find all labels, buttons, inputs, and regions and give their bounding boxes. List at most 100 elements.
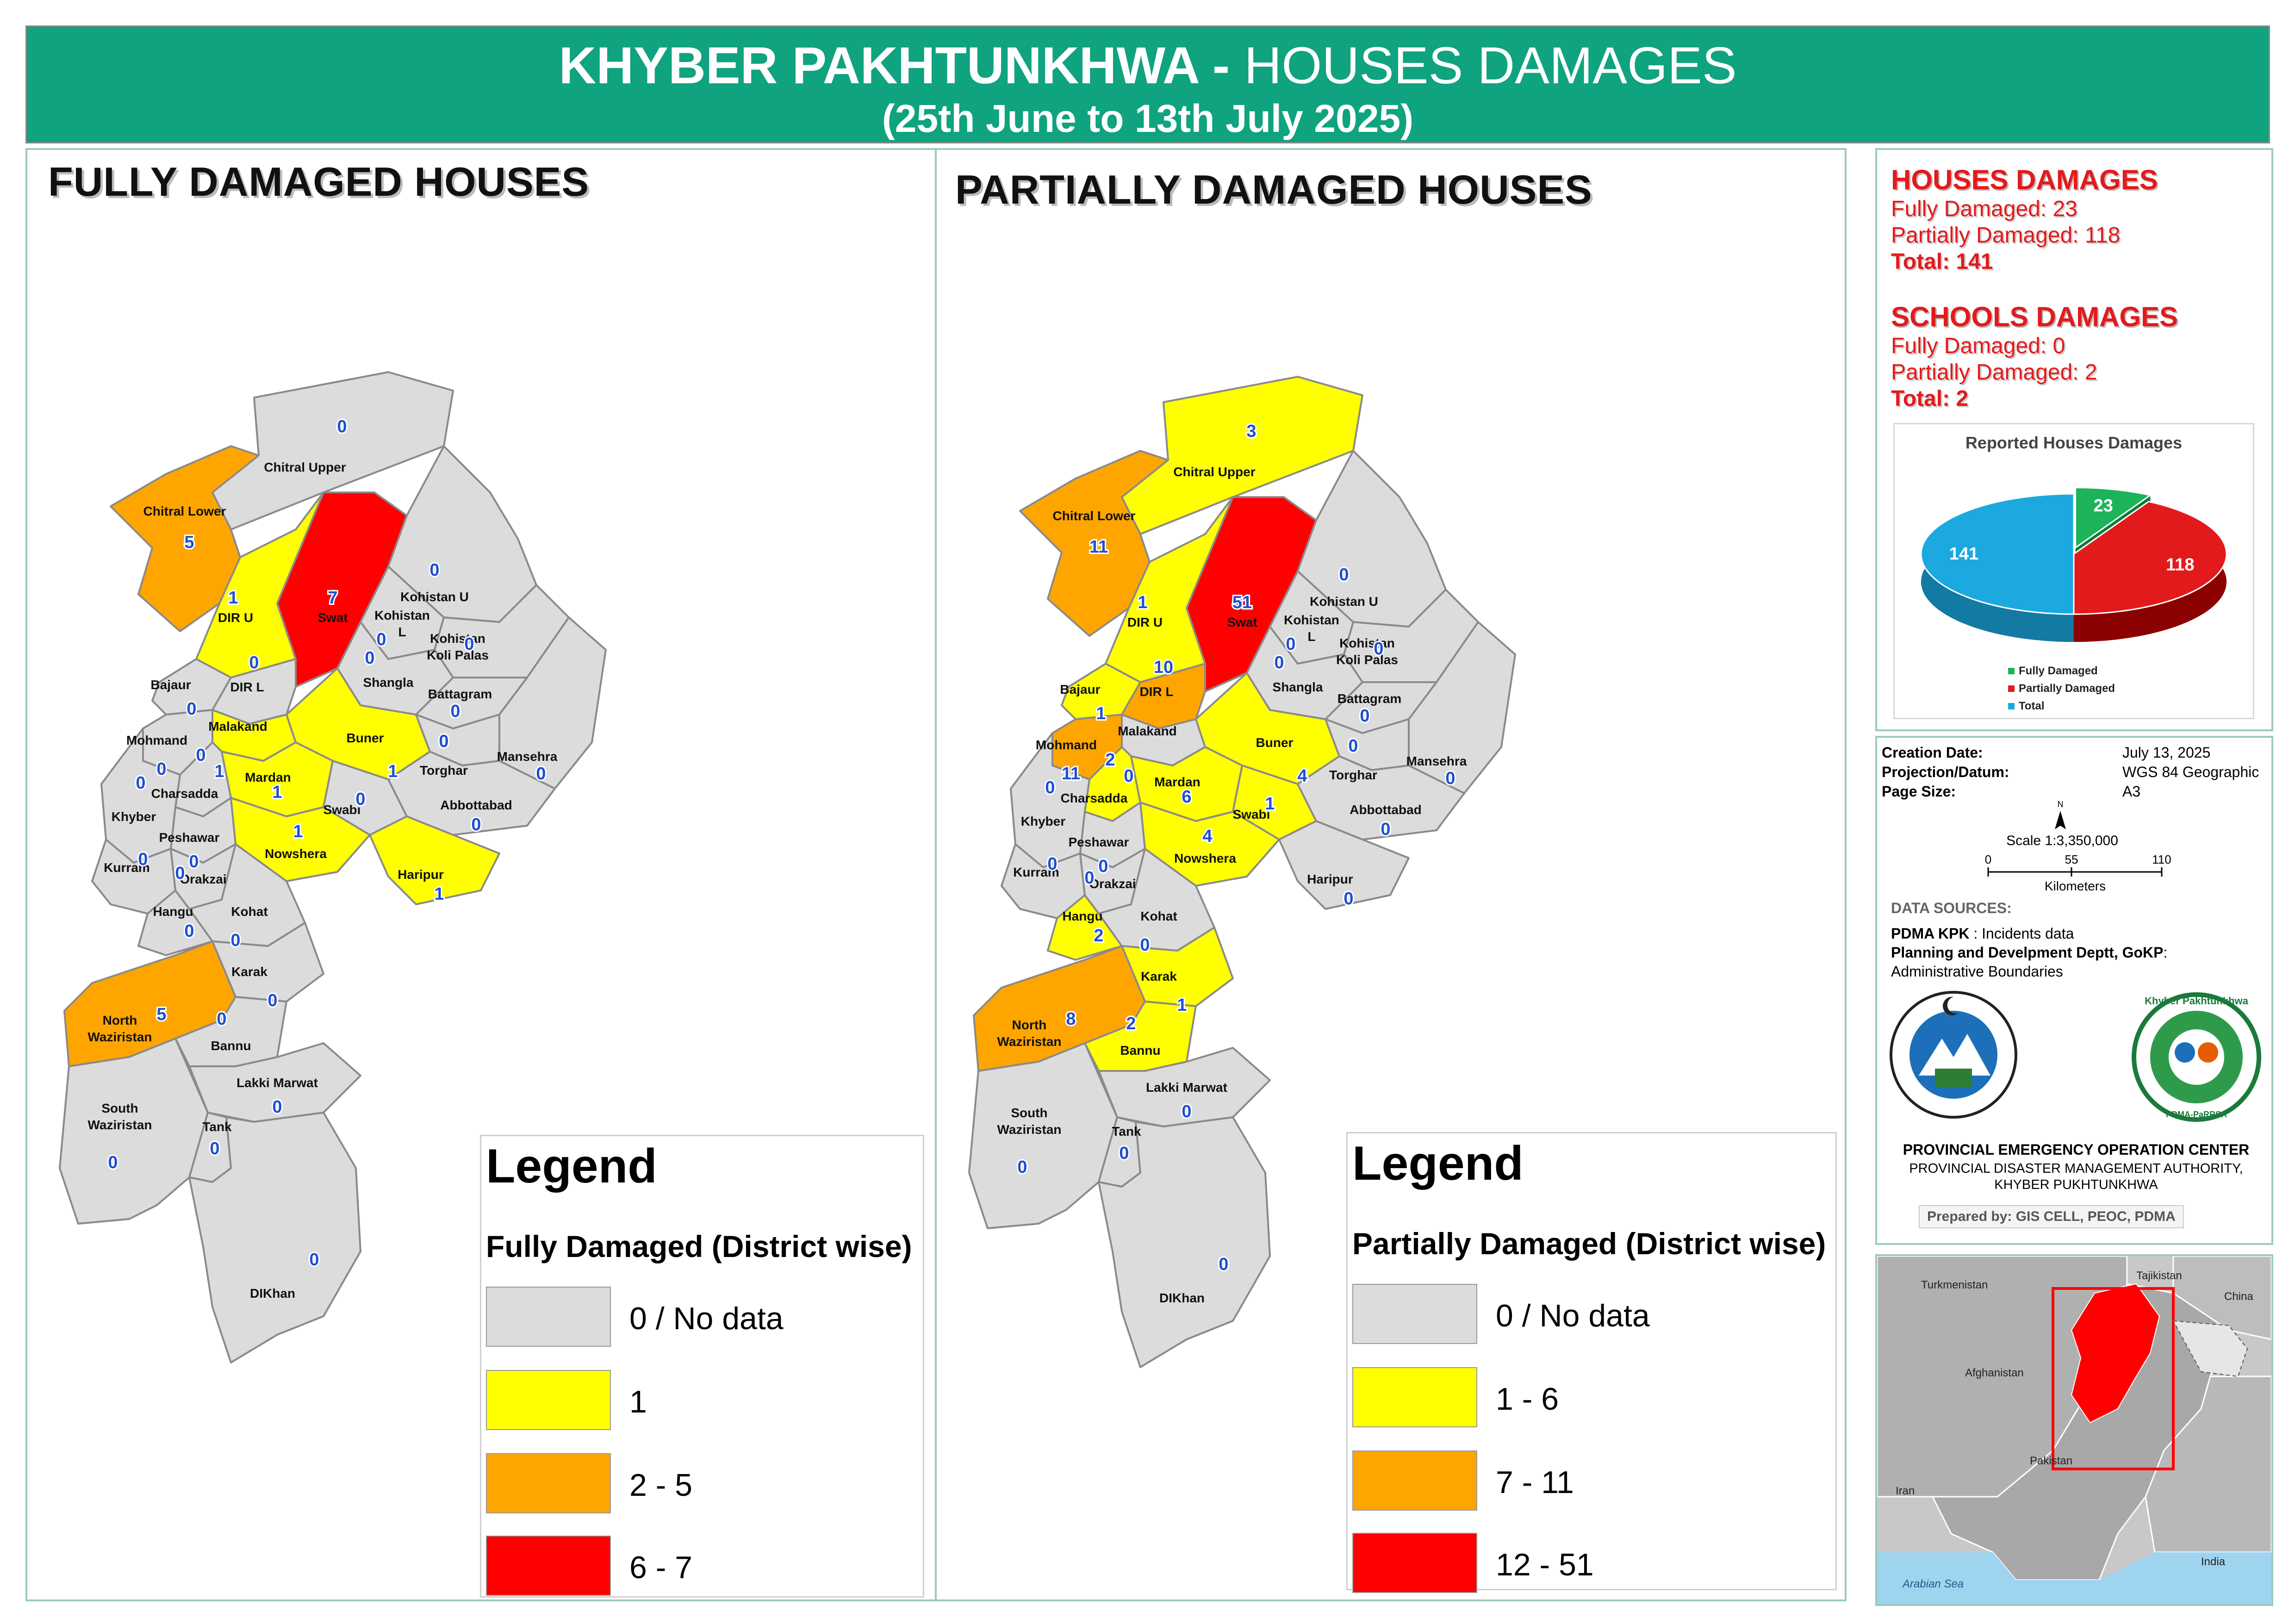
page-size-label: Page Size: — [1882, 783, 1956, 800]
inset-label-tajikistan: Tajikistan — [2136, 1269, 2182, 1282]
inset-label-arabian-sea: Arabian Sea — [1902, 1578, 1964, 1590]
district-label-buner: Buner — [1256, 735, 1294, 750]
creation-value: July 13, 2025 — [2122, 744, 2211, 761]
district-value-torghar: 0 — [1348, 736, 1358, 756]
district-value-lakki-marwat: 0 — [272, 1097, 282, 1117]
logos: Khyber Pakhtunkhwa PDMA-PaRRSA — [1890, 991, 2261, 1122]
district-value-nowshera: 4 — [1202, 827, 1212, 846]
schools-total: Total: 2 — [1891, 386, 1969, 411]
scale-bar: N Scale 1:3,350,000 0 55 110 Kilometers — [1985, 800, 2171, 893]
district-value-abbottabad: 0 — [1381, 820, 1390, 839]
district-value-buner: 4 — [1297, 766, 1307, 786]
district-label-south-waziristan: Waziristan — [997, 1122, 1062, 1137]
partial-legend: Legend Partially Damaged (District wise)… — [1346, 1132, 1837, 1593]
district-label-kohistan-u: Kohistan U — [400, 590, 469, 604]
district-label-kohistan-koli-palas: Kohistan — [430, 631, 485, 646]
district-label-chitral-lower: Chitral Lower — [1053, 509, 1136, 523]
legend-label-0: 0 / No data — [1496, 1298, 1650, 1333]
scale-text: Scale 1:3,350,000 — [2006, 833, 2118, 848]
legend-title: Legend — [1352, 1137, 1524, 1190]
district-label-swat: Swat — [1227, 615, 1257, 629]
schools-fully: Fully Damaged: 0 — [1891, 334, 2065, 358]
district-label-karak: Karak — [231, 964, 267, 979]
pie-slice-partially-damaged — [2073, 501, 2227, 615]
district-label-south-waziristan: South — [1011, 1106, 1047, 1120]
district-value-mansehra: 0 — [536, 764, 546, 784]
pie-slice-fully-damaged — [2075, 486, 2152, 549]
district-label-kohistan-koli-palas: Koli Palas — [427, 648, 489, 662]
district-value-swat: 51 — [1232, 593, 1252, 612]
district-dikhan — [188, 1112, 361, 1363]
district-label-swabi: Swabi — [1233, 807, 1270, 821]
district-value-haripur: 0 — [1343, 889, 1353, 908]
district-label-torghar: Torghar — [1329, 768, 1377, 782]
partial-map-title: PARTIALLY DAMAGED HOUSES — [955, 167, 1592, 212]
north-arrow-icon — [2055, 811, 2066, 829]
district-label-kohistan-l: L — [398, 625, 406, 639]
legend-swatch-3 — [1352, 1533, 1477, 1593]
svg-text:PDMA-PaRRSA: PDMA-PaRRSA — [2166, 1110, 2227, 1119]
district-label-mardan: Mardan — [245, 770, 291, 784]
legend-swatch-1 — [486, 1370, 611, 1430]
legend-label-2: 2 - 5 — [629, 1468, 693, 1503]
district-label-kohat: Kohat — [231, 904, 267, 919]
district-value-shangla: 0 — [1274, 653, 1284, 672]
source-1-desc: : Incidents data — [1969, 925, 2074, 942]
district-value-haripur: 1 — [434, 884, 444, 904]
district-label-khyber: Khyber — [112, 809, 156, 824]
district-label-north-waziristan: North — [103, 1013, 137, 1027]
inset-label-pakistan: Pakistan — [2030, 1455, 2072, 1467]
houses-damages-heading: HOUSES DAMAGES — [1891, 164, 2158, 195]
district-label-bannu: Bannu — [211, 1039, 251, 1053]
government-seal-logo — [1890, 991, 2017, 1119]
projection-label: Projection/Datum: — [1882, 764, 2009, 780]
district-value-khyber: 0 — [1045, 778, 1055, 797]
district-value-dir-u: 1 — [1138, 593, 1147, 612]
district-value-khyber: 0 — [136, 773, 145, 793]
projection-value: WGS 84 Geographic — [2122, 764, 2259, 780]
data-sources-heading: DATA SOURCES: — [1891, 900, 2012, 916]
schools-damages-heading: SCHOOLS DAMAGES — [1891, 301, 2178, 332]
svg-text:Khyber Pakhtunkhwa: Khyber Pakhtunkhwa — [2145, 995, 2248, 1007]
district-value-hangu: 2 — [1094, 926, 1103, 946]
district-label-mansehra: Mansehra — [1406, 754, 1467, 768]
district-value-dir-l: 10 — [1154, 658, 1173, 677]
district-haripur — [369, 815, 500, 905]
fully-legend: Legend Fully Damaged (District wise) 0 /… — [480, 1135, 924, 1598]
district-label-hangu: Hangu — [153, 904, 193, 919]
legend-subtitle: Fully Damaged (District wise) — [486, 1229, 912, 1263]
district-value-mohmand: 11 — [1062, 764, 1080, 784]
district-label-haripur: Haripur — [398, 867, 444, 882]
legend-label-fully-damaged: Fully Damaged — [2019, 665, 2098, 677]
district-label-lakki-marwat: Lakki Marwat — [236, 1076, 318, 1090]
district-value-swat: 7 — [328, 588, 337, 608]
district-label-dikhan: DIKhan — [250, 1286, 295, 1300]
district-label-dir-l: DIR L — [1139, 684, 1173, 699]
district-label-orakzai: Orakzai — [180, 872, 226, 886]
scale-tick-2: 110 — [2152, 852, 2171, 866]
legend-label-3: 6 - 7 — [629, 1550, 693, 1585]
district-value-karak: 0 — [267, 991, 277, 1010]
inset-sea — [1877, 1552, 2271, 1604]
scale-tick-0: 0 — [1985, 852, 1991, 866]
district-value-dikhan: 0 — [309, 1250, 319, 1269]
legend-label-0: 0 / No data — [629, 1301, 784, 1336]
district-label-tank: Tank — [1112, 1124, 1141, 1139]
page-size-value: A3 — [2122, 783, 2141, 800]
fully-damaged-map: Chitral Upper 0 Chitral Lower 5 DIR U 1 Swat 7 K… — [59, 371, 607, 1363]
district-value-hangu: 0 — [184, 921, 194, 941]
legend-swatch-3 — [486, 1536, 611, 1596]
district-label-mohmand: Mohmand — [1036, 738, 1097, 752]
legend-swatch-0 — [486, 1287, 611, 1347]
district-value-kohistan-u: 0 — [429, 560, 439, 580]
district-label-dikhan: DIKhan — [1159, 1291, 1205, 1305]
source-1-org: PDMA KPK — [1891, 925, 1970, 942]
district-label-south-waziristan: South — [101, 1101, 138, 1115]
district-label-dir-u: DIR U — [218, 610, 253, 625]
district-value-bannu: 2 — [1126, 1014, 1136, 1033]
district-value-swabi: 0 — [355, 790, 365, 809]
district-value-kohat: 0 — [1140, 935, 1150, 955]
summary-panel: HOUSES DAMAGES Fully Damaged: 23 Partial… — [1875, 148, 2273, 731]
district-label-nowshera: Nowshera — [265, 846, 327, 861]
district-value-kohistan-l: 0 — [1286, 635, 1295, 654]
